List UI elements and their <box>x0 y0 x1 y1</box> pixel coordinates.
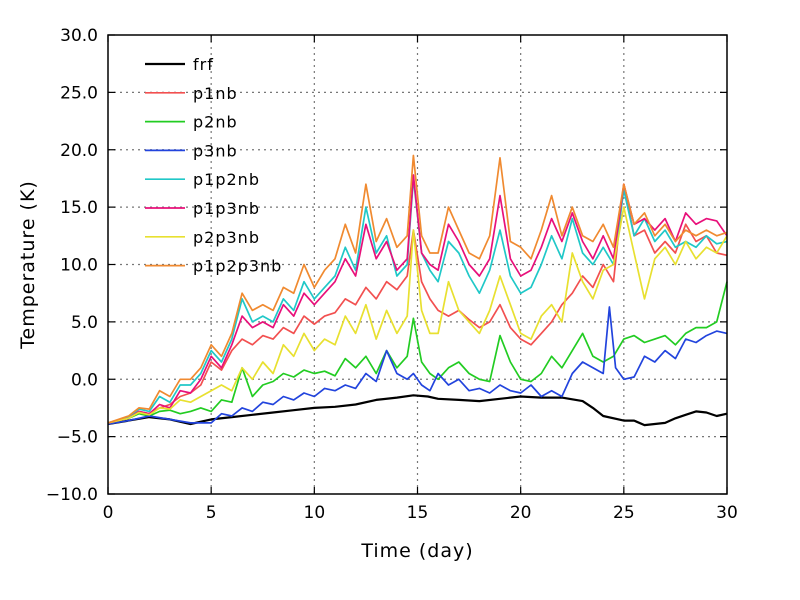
x-tick-label: 25 <box>613 503 635 523</box>
legend-label-p1p2nb: p1p2nb <box>193 170 260 189</box>
legend-label-frf: frf <box>193 55 214 74</box>
legend-label-p1p2p3nb: p1p2p3nb <box>193 257 282 276</box>
y-tick-label: 10.0 <box>60 256 98 276</box>
x-tick-label: 10 <box>304 503 326 523</box>
series-line-p2p3nb <box>107 206 728 424</box>
series-line-p3nb <box>107 306 728 425</box>
y-tick-label: 30.0 <box>60 26 98 46</box>
y-tick-label: −10.0 <box>46 485 98 505</box>
x-tick-label: 0 <box>103 503 114 523</box>
legend-label-p1p3nb: p1p3nb <box>193 199 260 218</box>
y-tick-label: 15.0 <box>60 198 98 218</box>
plot-area <box>107 154 728 427</box>
y-tick-label: 20.0 <box>60 141 98 161</box>
x-tick-label: 30 <box>716 503 738 523</box>
x-tick-label: 5 <box>206 503 217 523</box>
legend: frf p1nb p2nb p3nb p1p2nb p1p3nb p2p3nb p1p2p3n… <box>145 55 282 276</box>
legend-label-p2nb: p2nb <box>193 113 238 132</box>
y-tick-label: 25.0 <box>60 83 98 103</box>
x-axis-title: Time (day) <box>360 540 473 562</box>
axis-ticks: 0 5 10 15 20 25 30 −10.0 −5.0 0.0 5.0 10.0 15.0 20.0 2… <box>46 26 738 523</box>
series-line-frf <box>107 394 728 427</box>
y-tick-label: 0.0 <box>71 370 98 390</box>
series-line-p1p2p3nb <box>107 154 728 424</box>
y-axis-title: Temperature (K) <box>17 180 39 350</box>
y-tick-label: 5.0 <box>71 313 98 333</box>
x-tick-label: 20 <box>510 503 532 523</box>
legend-label-p2p3nb: p2p3nb <box>193 228 260 247</box>
x-tick-label: 15 <box>407 503 429 523</box>
legend-label-p3nb: p3nb <box>193 141 238 160</box>
legend-label-p1nb: p1nb <box>193 84 238 103</box>
y-tick-label: −5.0 <box>57 428 98 448</box>
series-line-p2nb <box>107 281 728 424</box>
